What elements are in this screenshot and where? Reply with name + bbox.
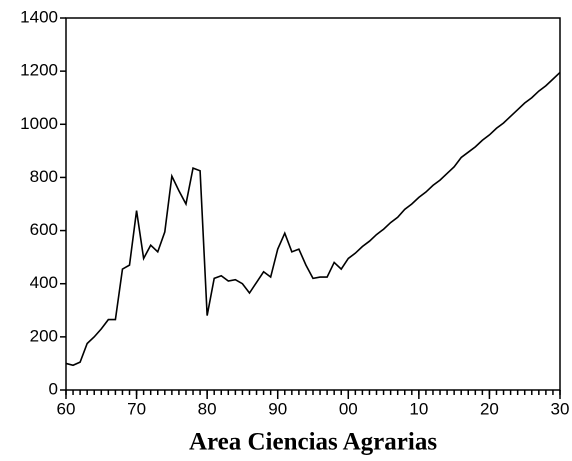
y-tick-label: 1000: [20, 114, 58, 133]
x-tick-label: 70: [127, 399, 146, 418]
y-tick-label: 400: [30, 273, 58, 292]
y-tick-label: 1400: [20, 7, 58, 26]
y-tick-label: 200: [30, 326, 58, 345]
x-tick-label: 90: [268, 399, 287, 418]
y-tick-label: 0: [49, 379, 58, 398]
x-tick-label: 30: [551, 399, 570, 418]
x-tick-label: 10: [409, 399, 428, 418]
x-tick-label: 60: [57, 399, 76, 418]
x-tick-label: 20: [480, 399, 499, 418]
x-axis-title: Area Ciencias Agrarias: [189, 429, 437, 456]
x-tick-label: 00: [339, 399, 358, 418]
data-line: [65, 71, 561, 367]
y-tick-label: 600: [30, 220, 58, 239]
plot-frame: [65, 17, 561, 391]
x-tick-label: 80: [198, 399, 217, 418]
y-tick-label: 1200: [20, 61, 58, 80]
y-tick-label: 800: [30, 167, 58, 186]
